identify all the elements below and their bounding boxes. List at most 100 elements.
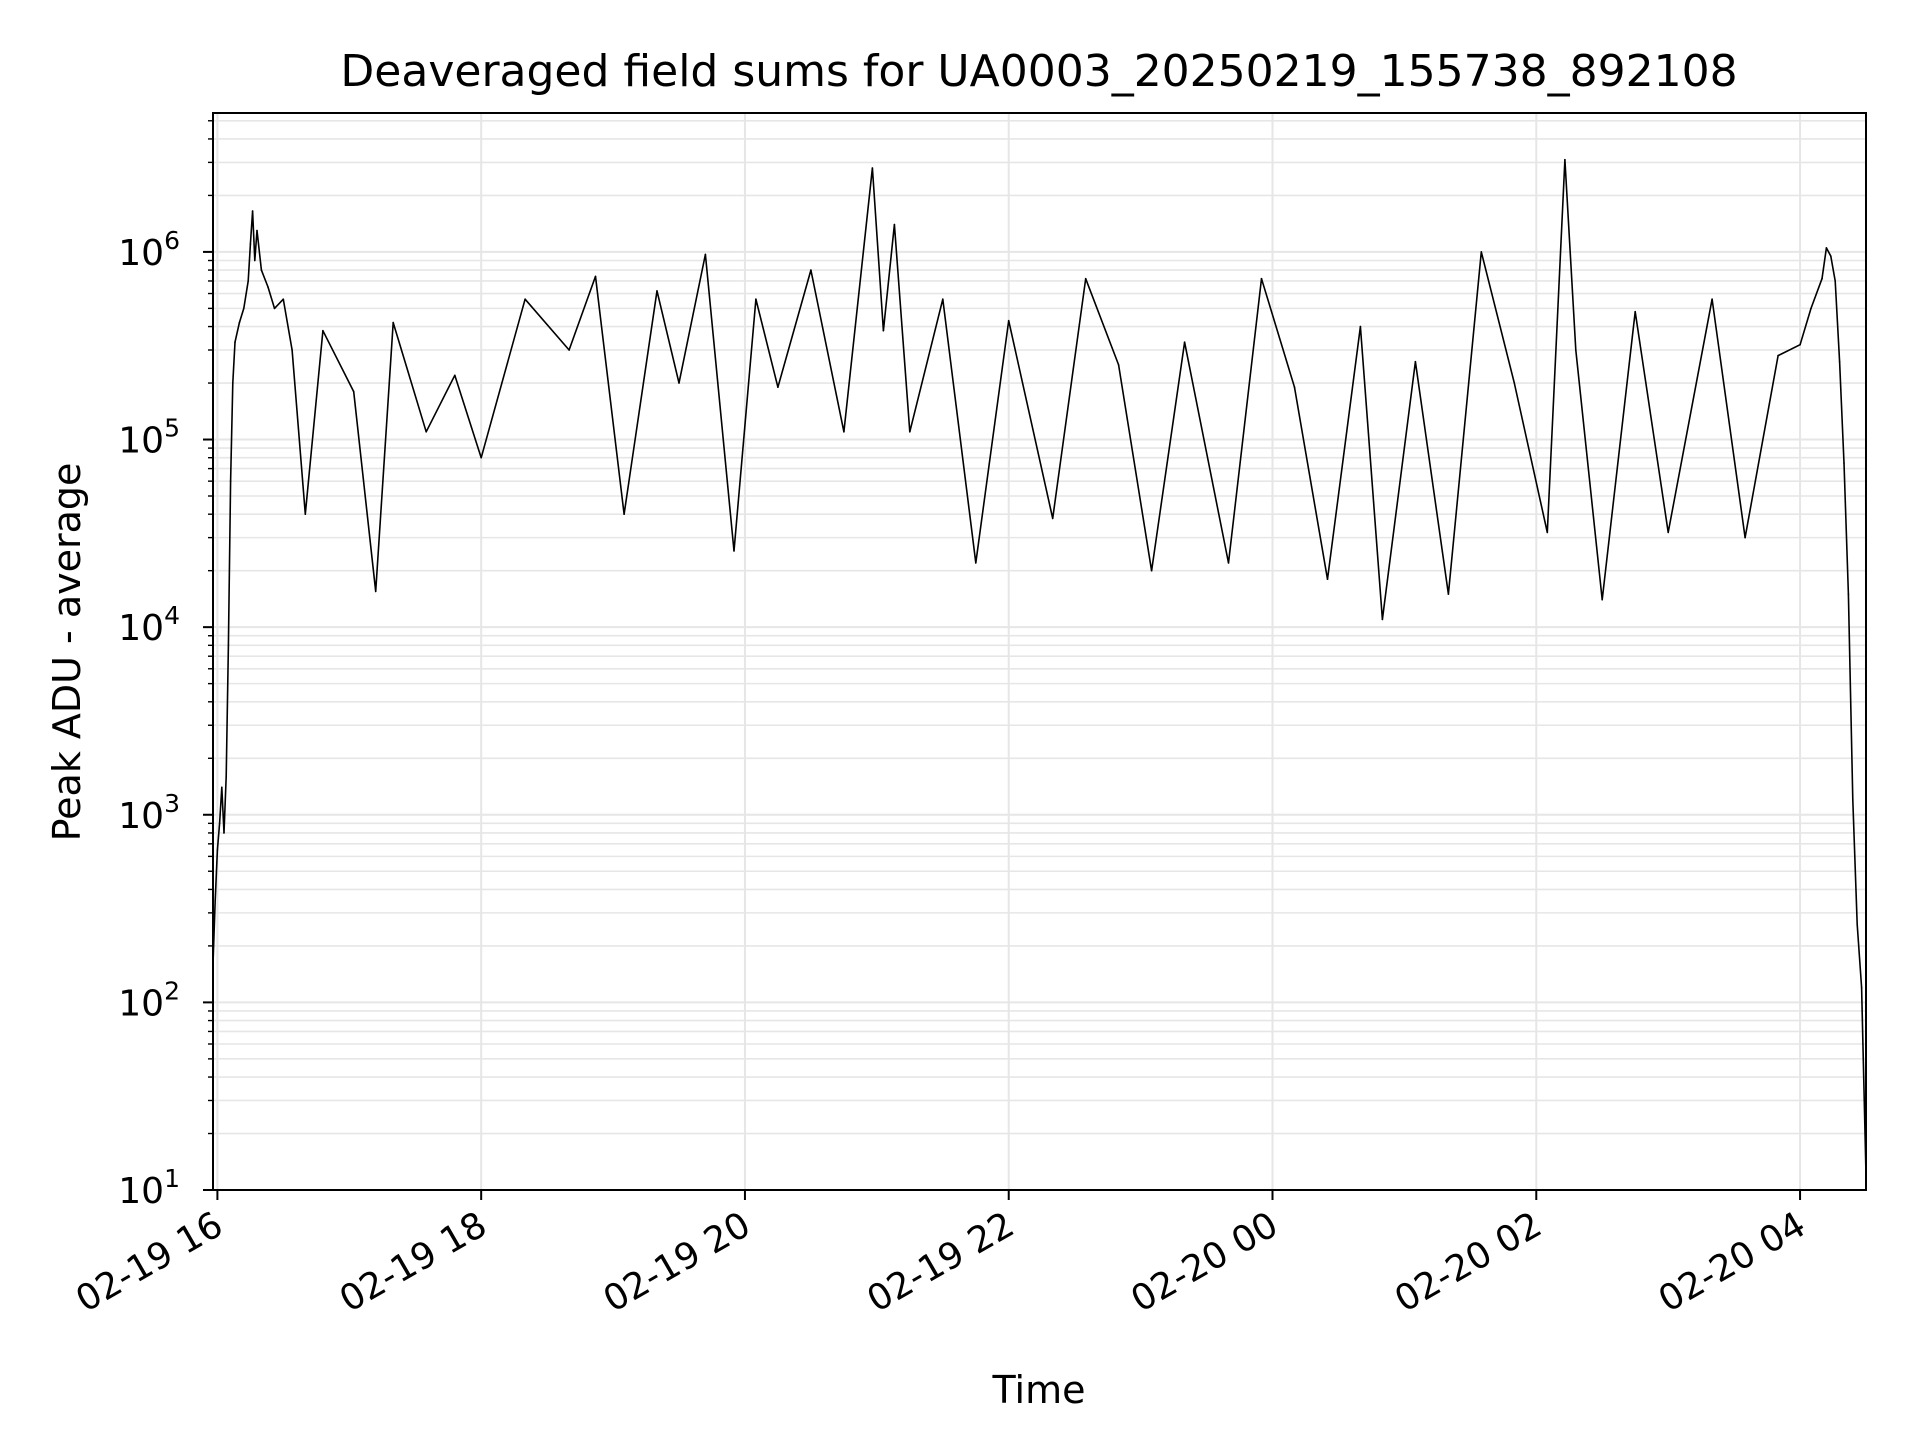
data-point xyxy=(454,374,456,377)
data-point xyxy=(214,899,216,902)
data-point xyxy=(1513,382,1516,384)
data-point xyxy=(374,590,377,593)
data-point xyxy=(623,513,625,515)
data-point xyxy=(1084,277,1087,280)
data-point xyxy=(238,321,241,324)
y-tick-exponent: 5 xyxy=(164,414,180,443)
data-point xyxy=(234,341,236,344)
y-axis-label: Peak ADU - average xyxy=(45,463,89,842)
data-point xyxy=(1825,247,1828,249)
data-point xyxy=(1447,593,1450,595)
data-point xyxy=(1821,277,1823,280)
y-tick-label: 106 xyxy=(118,226,180,274)
data-point xyxy=(1830,255,1832,257)
x-axis-label: Time xyxy=(992,1368,1086,1412)
data-point xyxy=(1359,325,1362,328)
y-tick-exponent: 6 xyxy=(164,226,180,255)
data-point xyxy=(1381,618,1384,621)
x-tick-label: 02-19 16 xyxy=(69,1204,230,1320)
data-point xyxy=(322,329,324,332)
data-point xyxy=(260,269,263,271)
data-point xyxy=(704,253,707,256)
y-tick-base: 10 xyxy=(118,796,164,837)
x-tick-label: 02-20 00 xyxy=(1124,1204,1285,1320)
data-point xyxy=(594,275,597,278)
data-point xyxy=(733,550,735,552)
data-point xyxy=(1326,578,1329,580)
y-tick-exponent: 2 xyxy=(164,976,180,1005)
y-tick-exponent: 3 xyxy=(164,789,180,818)
data-point xyxy=(251,210,254,212)
x-tick-label: 02-20 04 xyxy=(1652,1204,1813,1320)
data-point xyxy=(882,329,885,332)
data-point xyxy=(247,280,249,282)
y-tick-label: 105 xyxy=(118,414,180,462)
data-point xyxy=(1183,341,1186,344)
x-tick-label: 02-20 02 xyxy=(1388,1204,1549,1320)
data-point xyxy=(1293,386,1296,389)
data-point xyxy=(942,298,944,301)
data-point xyxy=(1227,562,1230,564)
data-point xyxy=(232,382,234,384)
data-point xyxy=(843,431,845,433)
chart-title: Deaveraged field sums for UA0003_2025021… xyxy=(340,46,1737,97)
data-point xyxy=(1834,280,1836,282)
data-point xyxy=(1838,360,1841,363)
data-series xyxy=(212,158,1867,1176)
data-point xyxy=(1799,343,1801,346)
data-point xyxy=(524,298,526,301)
data-point xyxy=(975,562,977,564)
data-point xyxy=(1810,307,1812,310)
data-point xyxy=(1847,593,1850,595)
data-point xyxy=(1667,531,1669,534)
y-tick-base: 10 xyxy=(118,233,164,274)
data-point xyxy=(1546,531,1549,534)
data-point xyxy=(1480,251,1483,253)
data-point xyxy=(871,167,874,169)
data-point xyxy=(304,513,307,515)
axes: 02-19 16 02-19 18 02-19 20 02-19 22 02-20 00… xyxy=(69,120,1813,1321)
data-point xyxy=(1777,354,1779,357)
data-point xyxy=(1852,799,1854,801)
data-point xyxy=(256,229,258,232)
data-point xyxy=(656,290,658,292)
data-point xyxy=(1601,598,1603,601)
data-point xyxy=(1007,319,1010,322)
data-point xyxy=(392,321,395,324)
y-tick-exponent: 4 xyxy=(164,601,180,630)
data-point xyxy=(273,307,276,310)
data-point xyxy=(291,349,293,351)
data-point xyxy=(225,775,227,778)
y-tick-base: 10 xyxy=(118,983,164,1024)
y-tick-label: 103 xyxy=(118,789,180,837)
data-point xyxy=(777,386,779,389)
x-tick-label: 02-19 22 xyxy=(861,1204,1022,1320)
y-tick-exponent: 1 xyxy=(164,1164,180,1193)
y-tick-base: 10 xyxy=(118,608,164,649)
grid-layer xyxy=(213,113,1866,1191)
series-line xyxy=(212,158,1867,1176)
data-point xyxy=(223,832,225,834)
data-point xyxy=(229,480,232,482)
data-point xyxy=(216,849,219,851)
data-point xyxy=(352,390,355,393)
plot-frame xyxy=(212,112,1867,1191)
y-tick-label: 104 xyxy=(118,601,180,649)
data-point xyxy=(218,822,221,825)
data-point xyxy=(1260,277,1263,280)
data-point xyxy=(249,243,252,245)
data-point xyxy=(1856,923,1858,926)
y-tick-label: 102 xyxy=(118,976,180,1024)
data-point xyxy=(282,298,285,301)
data-point xyxy=(909,431,911,433)
data-point xyxy=(221,786,223,789)
data-point xyxy=(1117,364,1120,366)
data-point xyxy=(678,382,680,384)
data-point xyxy=(1634,310,1636,313)
y-tick-label: 101 xyxy=(118,1164,180,1212)
data-point xyxy=(893,223,896,226)
data-point xyxy=(227,644,230,647)
data-point xyxy=(568,349,570,351)
y-tick-base: 10 xyxy=(118,421,164,462)
data-point xyxy=(1843,462,1845,464)
